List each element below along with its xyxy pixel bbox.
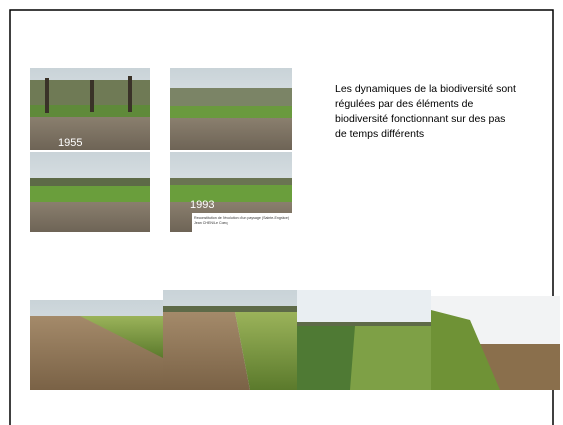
- description: Les dynamiques de la biodiversité sont: [335, 83, 516, 95]
- description: de temps différents: [335, 128, 424, 140]
- photo: [431, 296, 560, 390]
- photo: [30, 152, 150, 232]
- photo: [30, 68, 150, 150]
- caption: Jean CHEN/Le Coeq: [194, 221, 228, 225]
- slide-border: [9, 9, 554, 425]
- year-label: 1993: [190, 199, 214, 211]
- caption: Reconstitution de l'évolution d'un paysa…: [194, 216, 289, 220]
- photo: [297, 290, 431, 390]
- year-label: 1955: [58, 137, 82, 149]
- description: biodiversité fonctionnant sur des pas: [335, 113, 505, 125]
- photo: [170, 68, 292, 150]
- photo: [163, 290, 297, 390]
- photo: [30, 300, 163, 390]
- description: régulées par des éléments de: [335, 98, 473, 110]
- caption-box: [192, 213, 312, 232]
